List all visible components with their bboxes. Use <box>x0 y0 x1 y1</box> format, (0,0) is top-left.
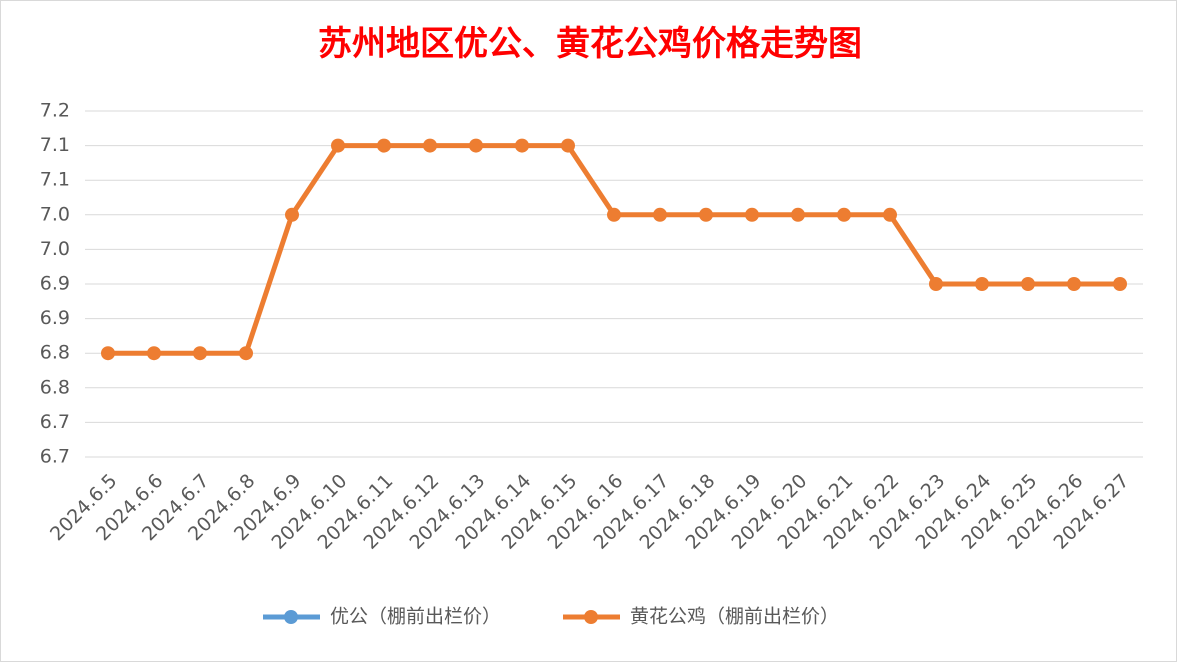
y-tick-label: 7.0 <box>40 238 70 260</box>
point <box>193 346 207 361</box>
y-tick-label: 6.9 <box>40 273 70 295</box>
point <box>653 207 667 222</box>
point <box>1067 277 1081 291</box>
point <box>791 207 805 222</box>
point <box>469 138 483 153</box>
point <box>883 207 897 222</box>
point <box>1021 277 1035 291</box>
y-tick-label: 7.1 <box>40 169 70 191</box>
point <box>745 207 759 222</box>
y-tick-label: 6.9 <box>40 307 70 329</box>
y-tick-label: 7.1 <box>40 134 70 156</box>
legend-label: 优公（棚前出栏价） <box>330 606 501 628</box>
point <box>147 346 161 361</box>
point <box>975 277 989 291</box>
point <box>837 207 851 222</box>
point <box>607 207 621 222</box>
y-tick-label: 6.7 <box>40 446 70 468</box>
y-tick-label: 6.8 <box>40 376 70 398</box>
y-tick-label: 7.0 <box>40 203 70 225</box>
point <box>699 207 713 222</box>
legend-marker <box>584 610 598 624</box>
point <box>1113 277 1127 291</box>
point <box>423 138 437 153</box>
y-tick-label: 6.8 <box>40 342 70 364</box>
point <box>561 138 575 153</box>
chart-title: 苏州地区优公、黄花公鸡价格走势图 <box>318 24 862 64</box>
legend-marker <box>284 610 298 624</box>
y-tick-label: 6.7 <box>40 411 70 433</box>
point <box>239 346 253 361</box>
point <box>377 138 391 153</box>
point <box>101 346 115 361</box>
y-tick-label: 7.2 <box>40 100 70 122</box>
point <box>515 138 529 153</box>
point <box>285 207 299 222</box>
point <box>331 138 345 153</box>
point <box>929 277 943 291</box>
legend-label: 黄花公鸡（棚前出栏价） <box>630 606 839 628</box>
